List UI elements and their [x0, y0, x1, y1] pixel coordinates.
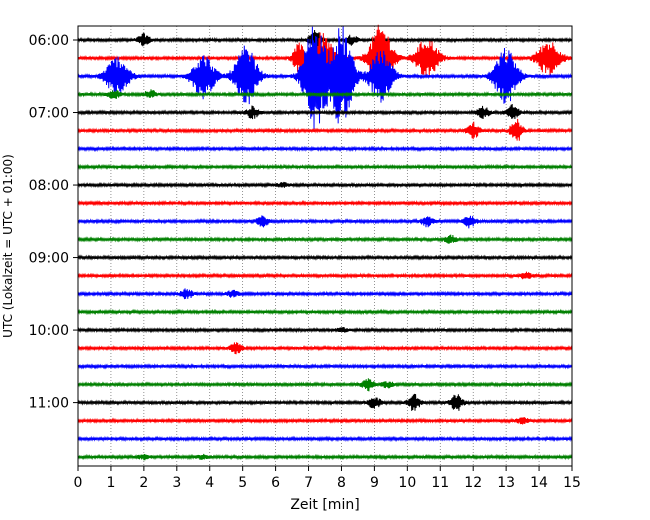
trace-line-0715: [77, 118, 573, 141]
x-tick-label: 9: [370, 475, 379, 491]
x-tick-label: 15: [563, 475, 581, 491]
y-tick-label: 09:00: [29, 251, 69, 267]
x-tick-label: 7: [304, 475, 313, 491]
x-axis-label: Zeit [min]: [290, 497, 359, 513]
x-axis-ticks: 0 1 2 3 4 5 6 7 8 9 10 11 12 13 14 15: [74, 466, 581, 491]
y-axis-ticks: 06:00 07:00 08:00 09:00 10:00 11:00: [29, 33, 78, 412]
x-tick-label: 14: [530, 475, 548, 491]
x-tick-label: 5: [238, 475, 247, 491]
x-tick-label: 2: [139, 475, 148, 491]
x-tick-label: 8: [337, 475, 346, 491]
trace-line-1130: [77, 435, 573, 443]
trace-line-0845: [77, 234, 573, 244]
x-tick-label: 11: [431, 475, 449, 491]
trace-line-0600: [77, 29, 573, 52]
trace-line-1030: [77, 363, 573, 370]
y-axis-label: UTC (Lokalzeit = UTC + 01:00): [1, 154, 15, 338]
trace-line-1115: [77, 417, 573, 425]
trace-line-0945: [77, 308, 573, 316]
plot-frame: [77, 25, 573, 467]
vertical-gridlines: [110, 26, 540, 466]
y-tick-label: 08:00: [29, 178, 69, 194]
trace-line-0730: [77, 145, 573, 153]
x-tick-label: 4: [205, 475, 214, 491]
trace-line-1000: [77, 326, 573, 334]
trace-line-0930: [77, 288, 573, 300]
x-tick-label: 1: [106, 475, 115, 491]
x-tick-label: 10: [398, 475, 416, 491]
trace-line-0830: [77, 215, 573, 229]
trace-line-0900: [77, 254, 573, 261]
trace-line-0645: [77, 89, 573, 99]
trace-line-1145: [77, 453, 573, 461]
y-tick-label: 06:00: [29, 33, 69, 49]
trace-line-0630: [77, 26, 573, 130]
x-tick-label: 12: [464, 475, 482, 491]
y-tick-label: 11:00: [29, 396, 69, 412]
x-tick-label: 6: [271, 475, 280, 491]
trace-line-0745: [77, 163, 573, 171]
x-tick-label: 3: [172, 475, 181, 491]
trace-line-0915: [77, 271, 573, 280]
trace-line-0815: [77, 199, 573, 207]
trace-line-1015: [77, 342, 573, 355]
trace-line-0700: [77, 103, 573, 120]
seismic-traces: [77, 24, 573, 461]
x-tick-label: 0: [74, 475, 83, 491]
y-tick-label: 10:00: [29, 323, 69, 339]
y-tick-label: 07:00: [29, 106, 69, 122]
x-tick-label: 13: [497, 475, 515, 491]
trace-line-1045: [77, 378, 573, 392]
trace-line-0800: [77, 181, 573, 189]
trace-line-1100: [77, 393, 573, 411]
